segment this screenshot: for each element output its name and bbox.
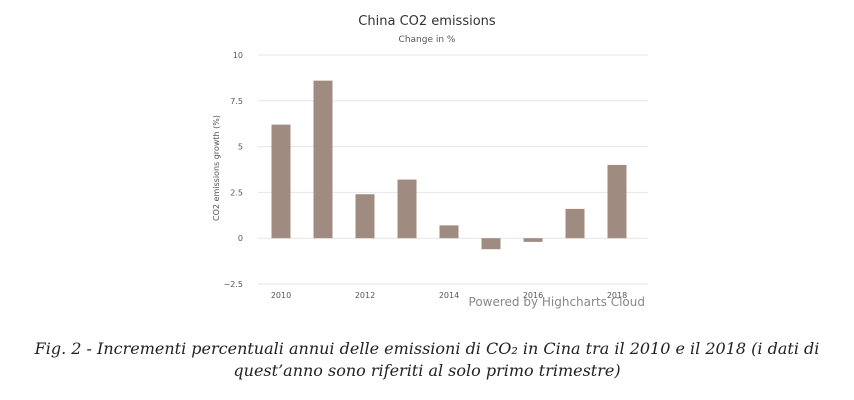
chart: China CO2 emissions Change in % −2.5 0 2.5… — [212, 14, 648, 309]
y-tick-label: −2.5 — [224, 280, 243, 289]
caption-line-1: Fig. 2 - Incrementi percentuali annui de… — [34, 339, 820, 358]
bar-2012[interactable] — [355, 194, 375, 239]
figure-caption: Fig. 2 - Incrementi percentuali annui de… — [0, 338, 854, 382]
chart-title: China CO2 emissions — [358, 14, 496, 29]
y-tick-label: 5 — [238, 143, 243, 152]
y-tick-label: 2.5 — [230, 188, 243, 197]
x-tick-label: 2014 — [439, 291, 459, 300]
x-tick-label: 2012 — [355, 291, 375, 300]
chart-subtitle: Change in % — [399, 35, 456, 45]
bar-2016[interactable] — [523, 238, 543, 242]
x-tick-label: 2018 — [607, 291, 627, 300]
bar-2011[interactable] — [313, 80, 333, 239]
x-tick-label: 2010 — [271, 291, 291, 300]
bars — [271, 80, 627, 250]
bar-2014[interactable] — [439, 225, 459, 239]
y-tick-label: 0 — [238, 234, 243, 243]
bar-2013[interactable] — [397, 179, 417, 239]
caption-line-2: quest’anno sono riferiti al solo primo t… — [233, 361, 621, 380]
x-tick-label: 2016 — [523, 291, 543, 300]
bar-2015[interactable] — [481, 238, 501, 250]
y-tick-label: 7.5 — [230, 97, 243, 106]
credit-text[interactable]: Powered by Highcharts Cloud — [469, 295, 645, 309]
y-tick-labels: −2.5 0 2.5 5 7.5 10 — [224, 51, 243, 289]
y-axis-title: CO2 emissions growth (%) — [212, 115, 221, 221]
bar-2018[interactable] — [607, 164, 627, 239]
x-tick-labels: 2010 2012 2014 2016 2018 — [271, 291, 627, 300]
y-tick-label: 10 — [233, 51, 243, 60]
bar-2017[interactable] — [565, 208, 585, 239]
bar-2010[interactable] — [271, 124, 291, 239]
